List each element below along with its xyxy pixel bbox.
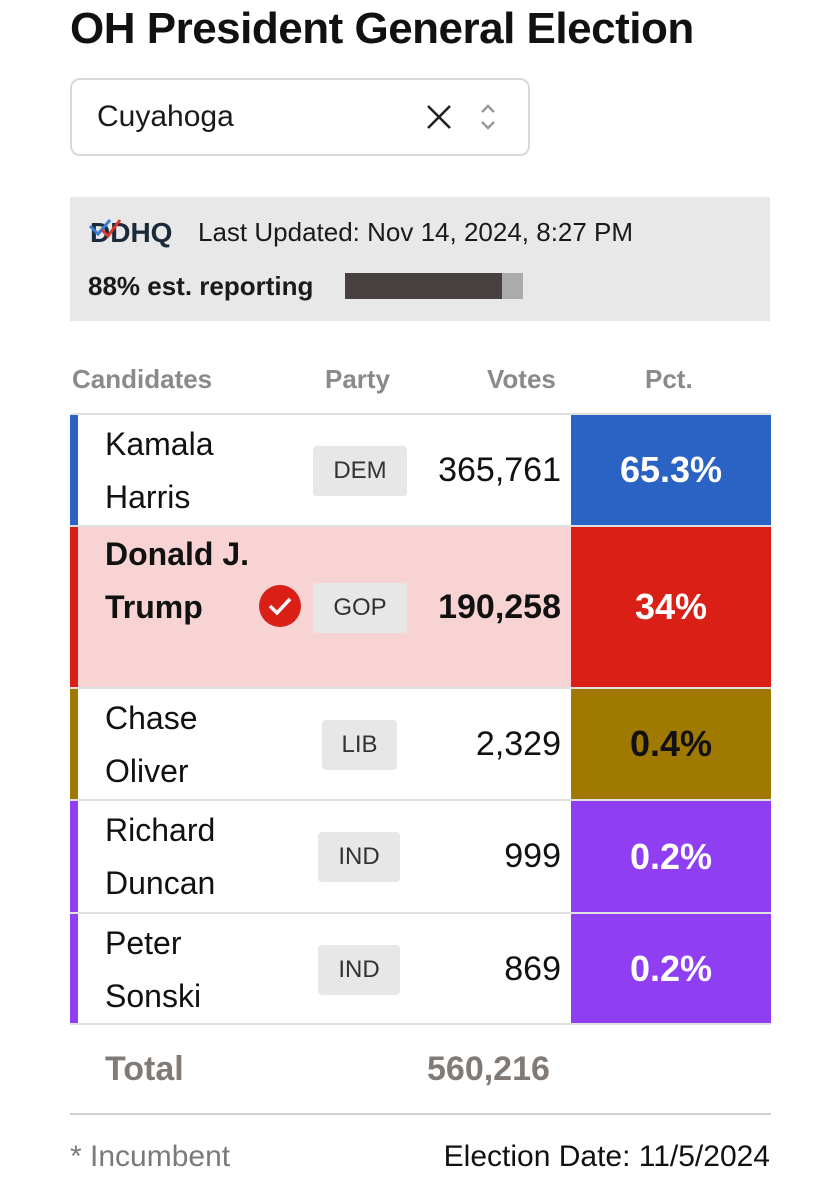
page-title: OH President General Election [70,4,694,53]
header-party: Party [325,364,391,394]
table-row: Chase Oliver LIB 2,329 0.4% [70,687,771,799]
incumbent-note: * Incumbent [70,1140,231,1173]
candidate-name: Kamala Harris [105,426,214,515]
total-votes-value: 560,216 [427,1050,550,1088]
county-select[interactable]: Cuyahoga [70,78,530,156]
status-panel: DDHQ Last Updated: Nov 14, 2024, 8:27 PM… [70,197,770,321]
pct-cell: 0.4% [571,689,771,799]
header-votes: Votes [487,364,556,394]
ddhq-logo: DDHQ [88,217,172,248]
party-stripe [70,801,78,912]
table-row: Richard Duncan IND 999 0.2% [70,799,771,912]
party-badge: GOP [313,583,407,633]
table-row: Peter Sonski IND 869 0.2% [70,912,771,1025]
last-updated-text: Last Updated: Nov 14, 2024, 8:27 PM [198,217,634,247]
election-date: Election Date: 11/5/2024 [443,1140,770,1173]
county-select-value: Cuyahoga [97,100,234,133]
votes-value: 365,761 [438,451,561,489]
close-icon[interactable] [424,102,454,132]
table-row: Donald J. Trump GOP 190,258 34% [70,525,771,687]
reporting-label: 88% est. reporting [88,271,314,301]
pct-cell: 65.3% [571,415,771,525]
votes-value: 2,329 [475,725,561,763]
reporting-progress-fill [345,273,502,299]
pct-cell: 0.2% [571,914,771,1023]
footer-divider [70,1113,771,1115]
candidate-name: Richard Duncan [105,812,216,901]
header-pct: Pct. [645,364,693,394]
table-row: Kamala Harris DEM 365,761 65.3% [70,413,771,525]
party-stripe [70,415,78,525]
votes-value: 190,258 [438,588,561,626]
party-badge: DEM [313,446,407,496]
header-candidates: Candidates [72,364,213,394]
reporting-progress-bar [345,273,523,299]
party-badge: LIB [322,720,397,770]
votes-value: 869 [504,950,561,988]
party-badge: IND [318,832,400,882]
party-stripe [70,689,78,799]
party-stripe [70,914,78,1023]
party-stripe [70,527,78,687]
party-badge: IND [318,945,400,995]
pct-cell: 34% [571,527,771,687]
candidate-name: Donald J. Trump [105,536,250,625]
svg-text:DDHQ: DDHQ [90,217,172,248]
total-label: Total [105,1050,184,1088]
chevron-updown-icon[interactable] [476,100,500,134]
winner-check-icon [259,585,301,627]
pct-cell: 0.2% [571,801,771,912]
candidate-name: Peter Sonski [105,925,202,1014]
votes-value: 999 [504,837,561,875]
candidate-name: Chase Oliver [105,700,198,789]
results-table: Kamala Harris DEM 365,761 65.3% Donald J… [70,413,771,1025]
